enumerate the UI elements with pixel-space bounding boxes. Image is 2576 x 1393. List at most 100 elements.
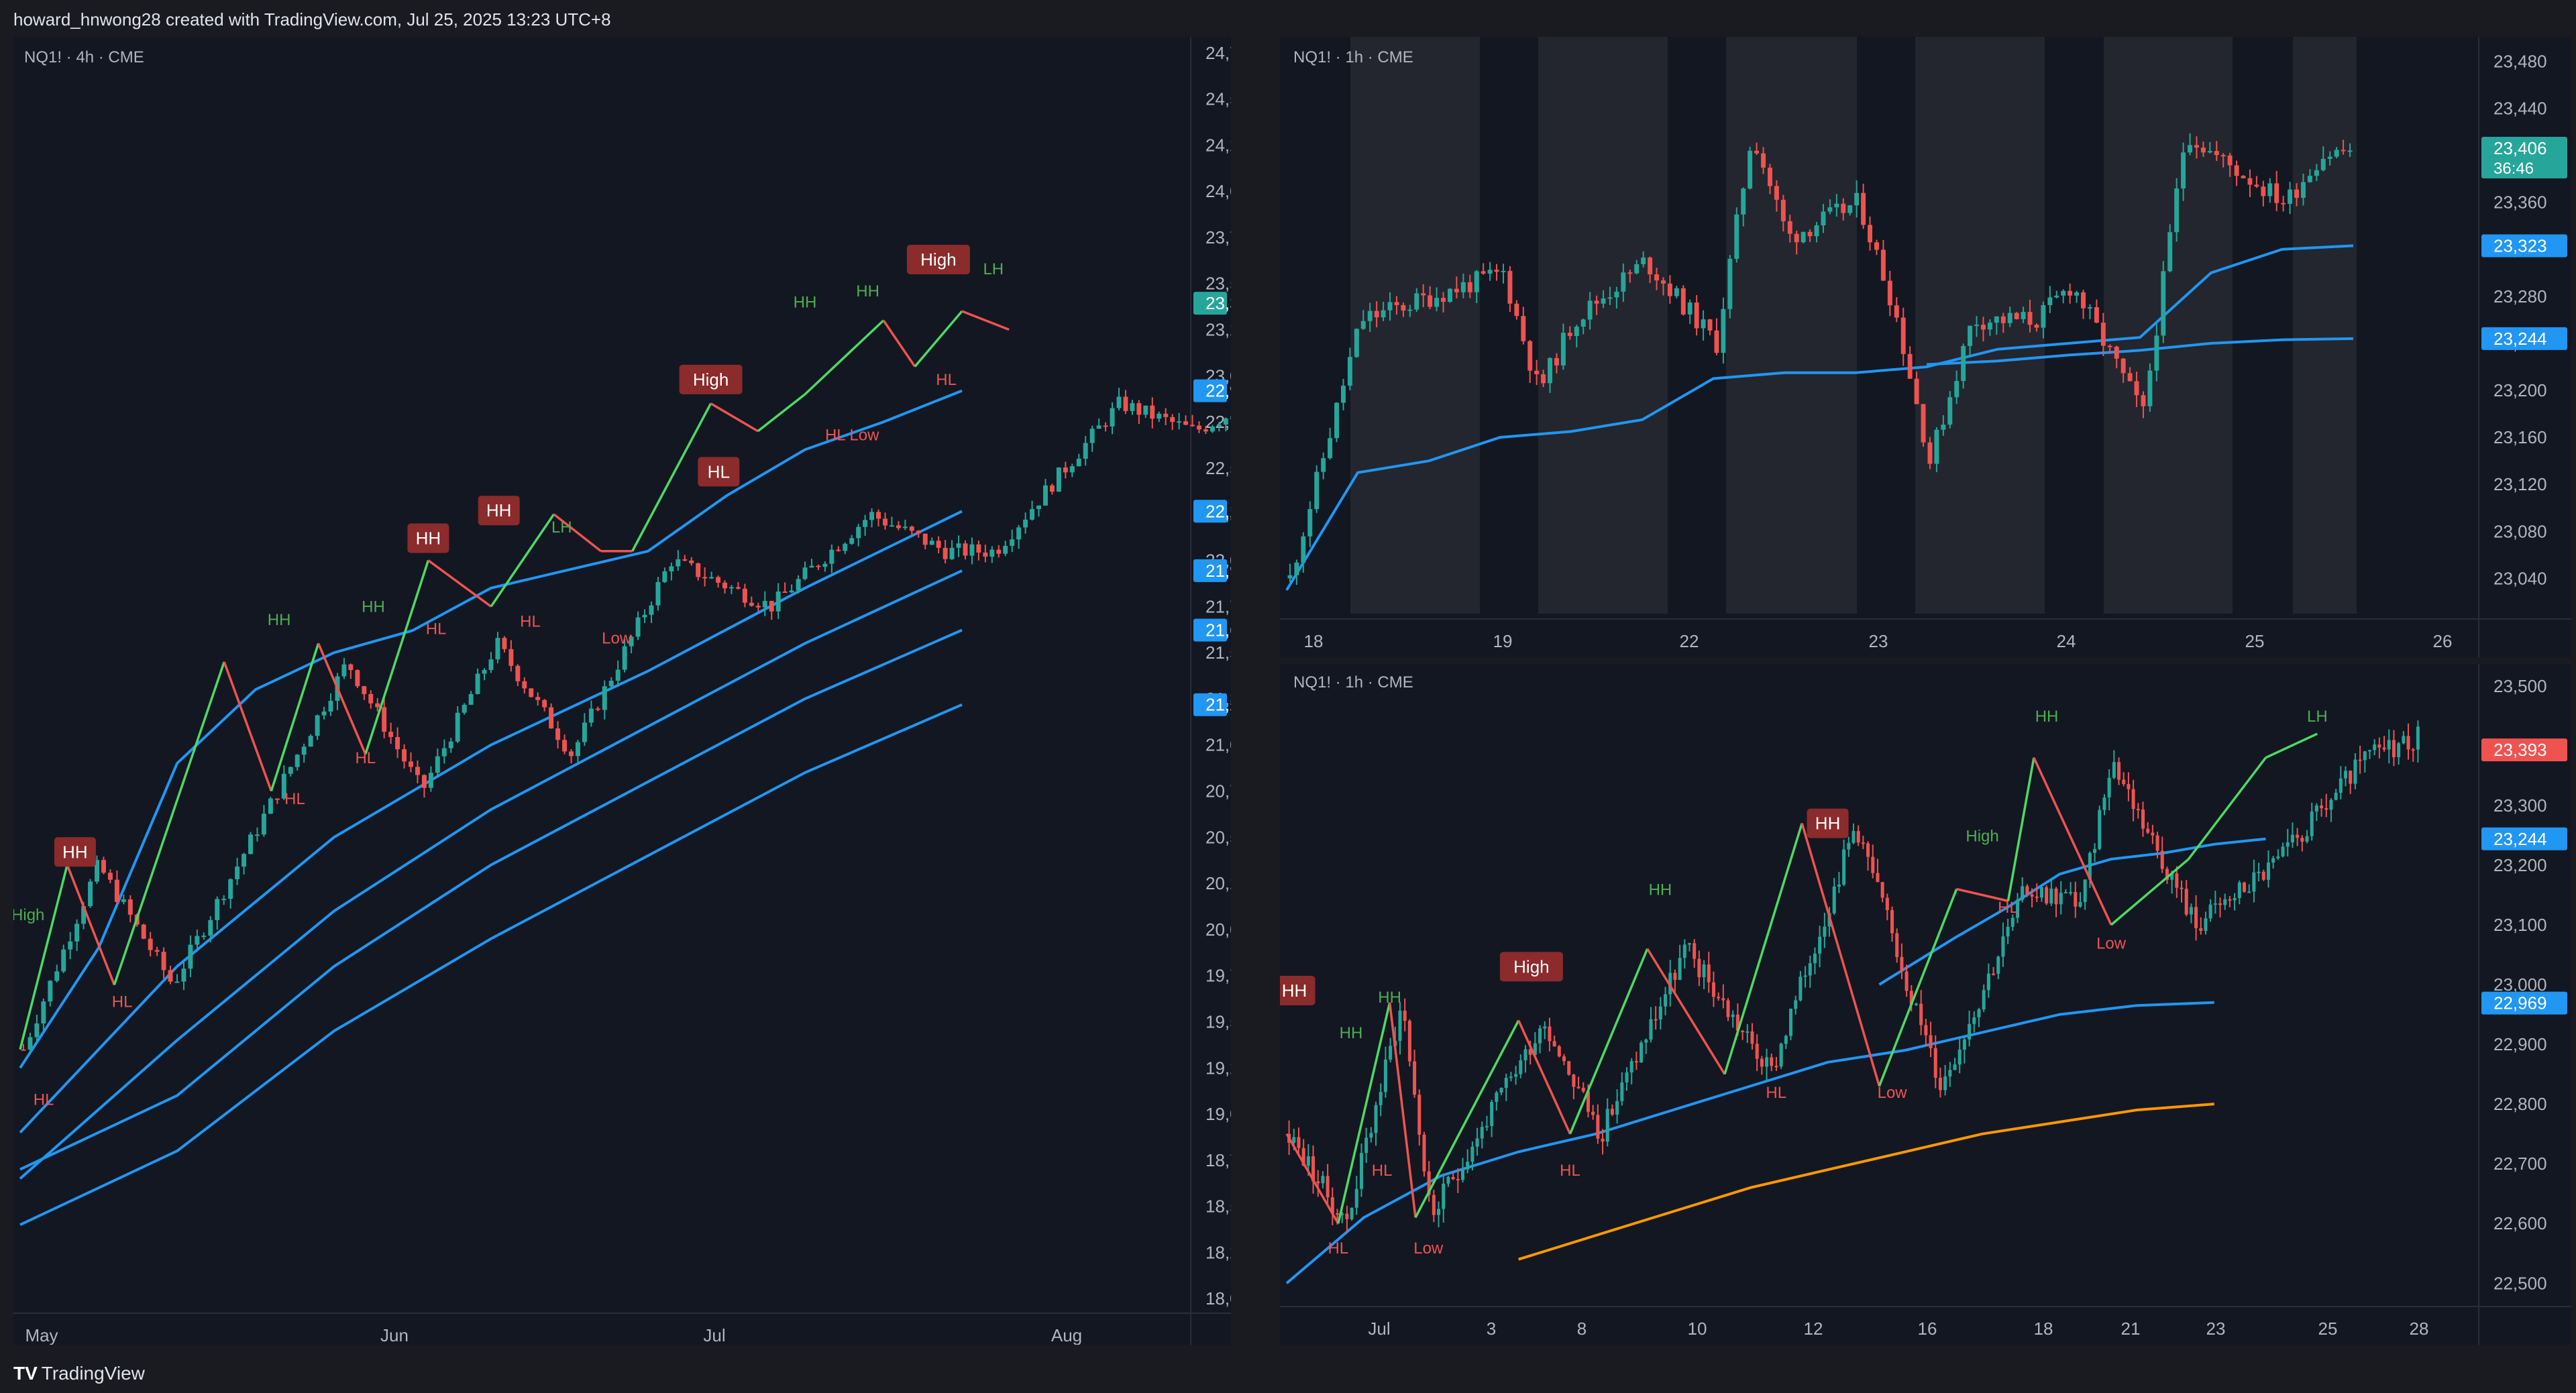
candle-body [1434,298,1440,307]
candle-body [2214,151,2219,156]
candle-body [375,703,380,708]
chart-1h-top[interactable]: 23,48023,44023,40023,36023,32023,28023,2… [1280,37,2571,657]
y-tick-label: 22,800 [2493,1094,2547,1114]
candle-body [2181,152,2186,188]
candle-body [2154,335,2159,371]
candle-body [221,899,227,901]
candle-body [1972,1017,1976,1024]
candle-body [201,936,207,938]
candle-body [1538,1028,1542,1044]
candle-body [1866,843,1870,857]
candle-body [2035,896,2039,898]
x-tick-label: 24 [2057,631,2076,651]
trend-zigzag-segment [317,643,367,755]
candle-body [1036,505,1041,510]
candle-body [1994,316,1999,323]
candle-body [1904,971,1909,991]
candle-body [2406,736,2410,750]
candle-body [2286,842,2290,847]
candle-body [2006,926,2010,937]
pivot-label-text: HL [112,993,133,1011]
candle-body [762,600,767,608]
candle-body [1803,975,1807,977]
price-label-badge [1193,379,1227,402]
candle-body [2160,850,2164,869]
candle-body [181,968,186,982]
candle-body [1919,1003,1923,1025]
candle-body [2327,156,2332,159]
candle-body [595,708,600,710]
candle-body [1948,1070,1952,1076]
candle-body [1523,1049,1527,1061]
candle-body [769,600,774,612]
candle-body [1089,429,1095,443]
candle-body [1292,1137,1296,1143]
candle-body [488,659,494,670]
candle-body [288,767,293,774]
candle-body [2146,828,2150,833]
candle-body [1868,225,1873,243]
candle-body [916,531,921,534]
candle-body [2281,203,2286,205]
chart-1h-bottom[interactable]: 23,50023,40023,30023,20023,10023,00022,9… [1280,664,2571,1345]
candle-body [1076,459,1081,467]
pivot-label-text: HL [284,790,305,808]
candle-body [455,712,460,742]
candle-body [2314,805,2318,812]
candle-body [1334,402,1340,439]
price-label-text: 22,969 [2493,993,2547,1013]
tradingview-logo[interactable]: TV TradingView [13,1363,145,1384]
candle-body [1223,418,1228,425]
candle-body [983,552,988,557]
y-tick-label: 23,000 [2493,974,2547,995]
price-label-badge [1193,559,1227,582]
pivot-label-box [679,364,743,394]
y-tick-label: 24,000 [1205,181,1231,201]
candle-body [1432,1194,1436,1215]
candle-body [1996,956,2000,974]
candle-body [1871,856,1875,873]
candle-body [1987,323,1992,330]
chart-4h[interactable]: 24,750 24,500 24,250 24,000 23,750 23,500 23,2… [13,37,1231,1345]
candle-body [1754,150,1760,154]
footer-bar: TV TradingView [0,1348,2576,1393]
candle-body [1354,1188,1358,1208]
candle-body [1664,994,1668,1007]
candle-body [1170,416,1175,423]
candle-body [869,512,875,520]
candle-body [1943,1076,1947,1091]
candle-body [2094,307,2099,323]
candle-body [1667,283,1672,296]
y-tick-label: 20,000 [1205,920,1231,940]
pivot-label-text: HL [1560,1162,1580,1180]
candle-body [1157,413,1162,419]
trend-zigzag-segment [1337,1002,1391,1224]
candle-body [1741,1030,1745,1032]
candle-body [1648,257,1653,275]
candle-body [1541,374,1546,384]
candle-body [2112,762,2116,778]
price-label-text: 23,244 [2493,329,2547,349]
price-label-text: 23,393 [1205,293,1231,313]
candle-body [1446,1176,1450,1184]
candle-body [1673,972,1677,981]
candle-body [1190,425,1195,427]
candle-body [669,566,674,571]
candle-body [1403,1010,1407,1021]
candle-body [1974,325,1980,327]
candle-body [1727,258,1733,309]
y-tick-label: 23,300 [2493,795,2547,816]
candle-body [1726,1000,1730,1017]
candle-body [1499,1088,1503,1093]
candle-body [1387,302,1393,311]
candle-body [749,602,754,606]
trend-zigzag-segment [2033,757,2112,926]
candle-body [1861,192,1866,225]
pivot-label-box [407,523,449,553]
candle-body [883,518,888,526]
pivot-label-text: HH [62,842,88,862]
candle-body [2155,835,2159,851]
candle-body [1629,1061,1633,1072]
candle-body [1183,421,1189,425]
trend-zigzag-segment [1878,888,1958,1087]
